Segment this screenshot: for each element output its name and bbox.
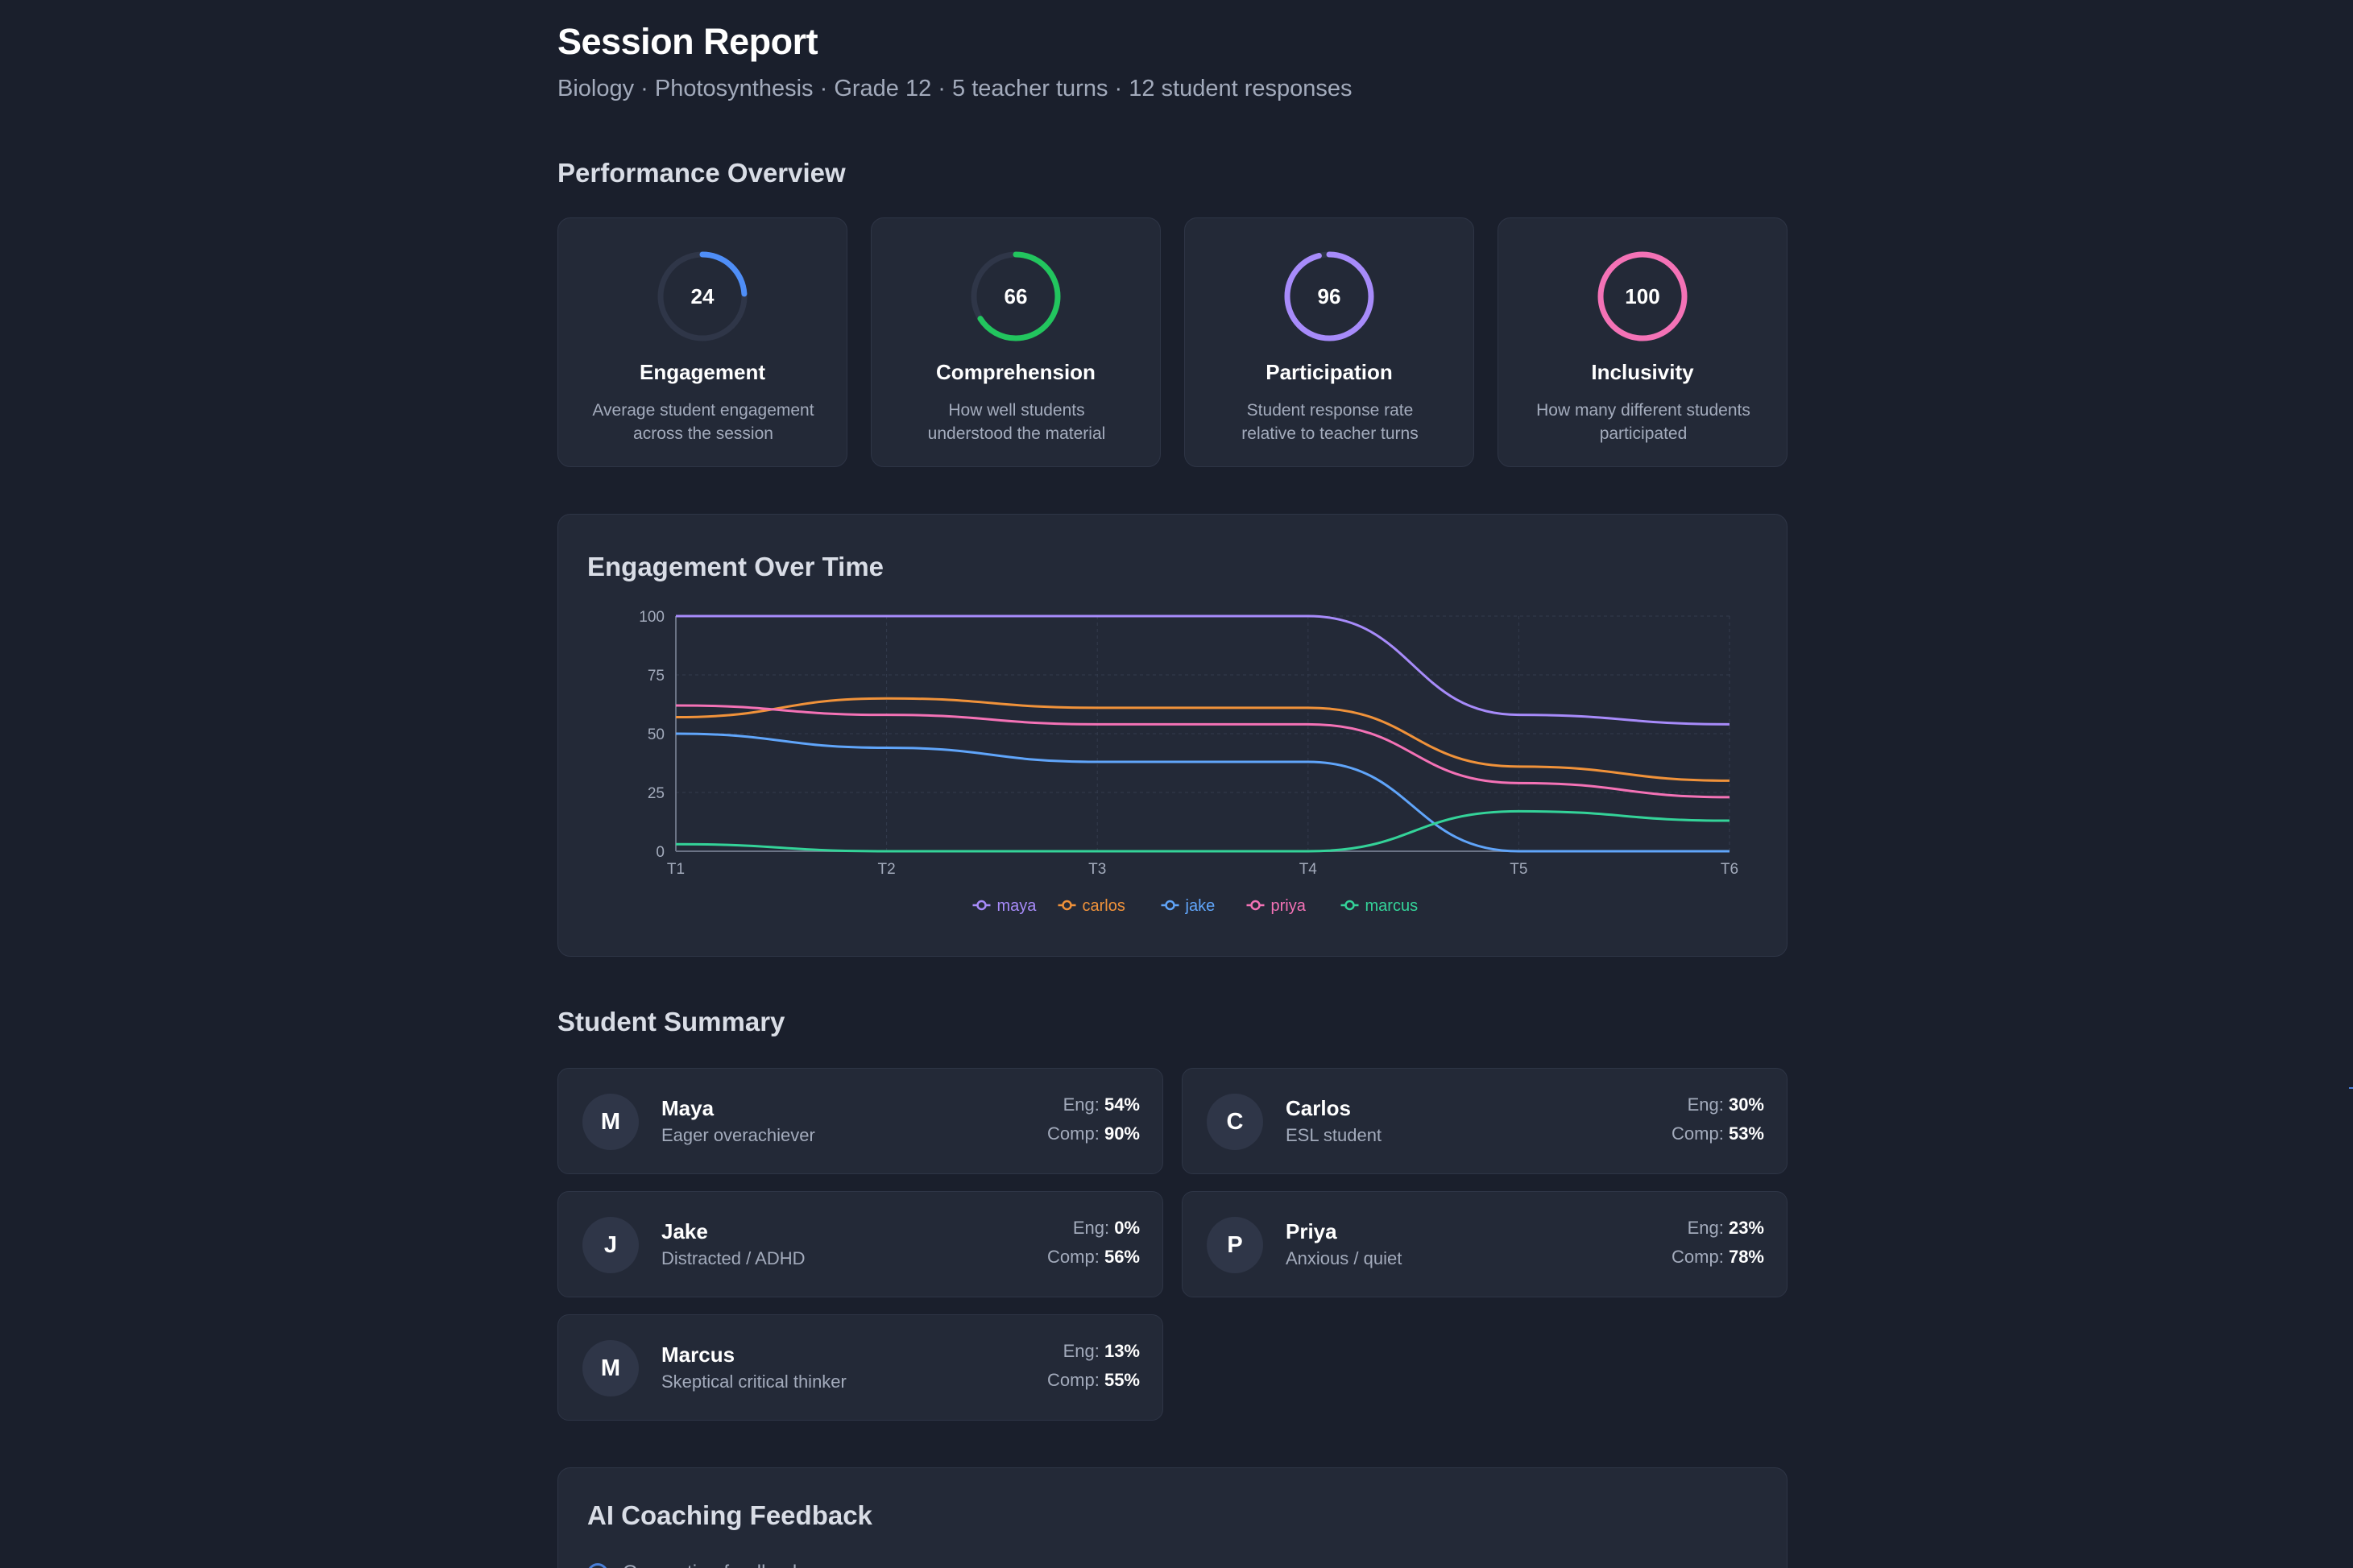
avatar: J xyxy=(582,1217,639,1273)
engagement-chart-title: Engagement Over Time xyxy=(587,552,884,581)
avatar: P xyxy=(1207,1217,1263,1273)
comprehension-gauge-arc xyxy=(971,251,1061,341)
engagement-gauge-arc xyxy=(657,251,748,341)
x-tick-label: T6 xyxy=(1721,861,1738,878)
student-name: Jake xyxy=(661,1219,708,1243)
x-tick-label: T2 xyxy=(878,861,896,878)
comprehension-stat: Comp: 78% xyxy=(1672,1247,1764,1267)
series-line-maya xyxy=(676,614,1730,726)
avatar: M xyxy=(582,1094,639,1150)
x-tick-label: T4 xyxy=(1299,861,1318,878)
participation-gauge: 96 xyxy=(1282,249,1377,344)
metric-card-participation: 96 Participation Student response rate re… xyxy=(1184,217,1474,467)
student-card-carlos[interactable]: C Carlos ESL student Eng: 30% Comp: 53% xyxy=(1182,1068,1788,1174)
student-name: Priya xyxy=(1286,1219,1337,1243)
legend-label-priya: priya xyxy=(1271,897,1307,915)
engagement-stat: Eng: 54% xyxy=(1063,1094,1140,1115)
comprehension-stat: Comp: 55% xyxy=(1047,1370,1140,1390)
y-tick-label: 100 xyxy=(639,609,665,626)
inclusivity-gauge-arc xyxy=(1597,251,1688,341)
y-tick-label: 50 xyxy=(648,726,665,743)
engagement-value: 24 xyxy=(690,284,715,308)
series-line-carlos xyxy=(675,697,1730,782)
engagement-title: Engagement xyxy=(639,360,766,384)
x-tick-label: T1 xyxy=(667,861,685,878)
comprehension-description: How well students understood the material xyxy=(927,401,1106,443)
coaching-status-text: Generating feedback... xyxy=(623,1562,818,1568)
y-tick-label: 25 xyxy=(648,785,665,802)
inclusivity-title: Inclusivity xyxy=(1591,360,1694,384)
avatar: M xyxy=(582,1340,639,1396)
legend-label-marcus: marcus xyxy=(1365,897,1419,915)
legend-label-maya: maya xyxy=(997,897,1038,915)
metric-card-inclusivity: 100 Inclusivity How many different stude… xyxy=(1498,217,1788,467)
comprehension-title: Comprehension xyxy=(936,360,1096,384)
series-line-priya xyxy=(675,704,1730,799)
student-card-marcus[interactable]: M Marcus Skeptical critical thinker Eng:… xyxy=(557,1314,1163,1421)
ai-coaching-card: AI Coaching Feedback Generating feedback… xyxy=(557,1467,1788,1568)
student-card-maya[interactable]: M Maya Eager overachiever Eng: 54% Comp:… xyxy=(557,1068,1163,1174)
metric-card-engagement: 24 Engagement Average student engagement… xyxy=(557,217,847,467)
student-name: Carlos xyxy=(1286,1096,1351,1120)
participation-description: Student response rate relative to teacher… xyxy=(1241,401,1419,443)
comprehension-value: 66 xyxy=(1004,284,1028,308)
series-line-marcus xyxy=(675,809,1730,853)
performance-overview-title: Performance Overview xyxy=(557,158,846,188)
legend-marker-marcus xyxy=(1344,900,1355,911)
participation-title: Participation xyxy=(1266,360,1393,384)
comprehension-stat: Comp: 53% xyxy=(1672,1123,1764,1144)
student-description: Skeptical critical thinker xyxy=(661,1371,847,1392)
y-tick-label: 75 xyxy=(648,668,665,685)
comprehension-stat: Comp: 90% xyxy=(1047,1123,1140,1144)
student-card-jake[interactable]: J Jake Distracted / ADHD Eng: 0% Comp: 5… xyxy=(557,1191,1163,1297)
student-description: Distracted / ADHD xyxy=(661,1248,806,1268)
student-name: Maya xyxy=(661,1096,715,1120)
engagement-stat: Eng: 13% xyxy=(1063,1341,1140,1361)
inclusivity-value: 100 xyxy=(1625,284,1660,308)
series-line-jake xyxy=(675,732,1730,853)
inclusivity-gauge: 100 xyxy=(1595,249,1690,344)
engagement-line-chart: 0 25 50 75 100 T1 T2 T3 T4 T5 T6 maya carlos jake priy… xyxy=(639,609,1738,915)
page-title: Session Report xyxy=(557,21,818,62)
legend-marker-jake xyxy=(1165,900,1175,911)
legend-marker-maya xyxy=(976,900,987,911)
inclusivity-description: How many different students participated xyxy=(1536,401,1750,443)
legend-label-carlos: carlos xyxy=(1083,897,1125,915)
participation-value: 96 xyxy=(1317,284,1341,308)
comprehension-gauge: 66 xyxy=(968,249,1063,344)
y-tick-label: 0 xyxy=(656,844,665,861)
legend-label-jake: jake xyxy=(1185,897,1216,915)
student-name: Marcus xyxy=(661,1343,735,1367)
student-summary-title: Student Summary xyxy=(557,1007,785,1036)
ai-coaching-title: AI Coaching Feedback xyxy=(587,1500,872,1530)
engagement-stat: Eng: 0% xyxy=(1072,1218,1140,1238)
engagement-chart-card: Engagement Over Time 0 25 50 75 100 T1 T2 T3 T4 T… xyxy=(557,514,1788,957)
x-tick-label: T3 xyxy=(1088,861,1106,878)
metric-card-comprehension: 66 Comprehension How well students unders… xyxy=(871,217,1161,467)
x-tick-label: T5 xyxy=(1510,861,1527,878)
legend-marker-priya xyxy=(1250,900,1261,911)
participation-gauge-arc xyxy=(1284,251,1374,341)
legend-marker-carlos xyxy=(1062,900,1072,911)
engagement-description: Average student engagement across the ses… xyxy=(592,401,814,443)
scrollbar-indicator[interactable] xyxy=(2349,1087,2353,1089)
student-card-priya[interactable]: P Priya Anxious / quiet Eng: 23% Comp: 7… xyxy=(1182,1191,1788,1297)
engagement-stat: Eng: 23% xyxy=(1687,1218,1764,1238)
student-description: Anxious / quiet xyxy=(1286,1248,1402,1268)
metric-grid: 24 Engagement Average student engagement… xyxy=(557,217,1788,469)
comprehension-stat: Comp: 56% xyxy=(1047,1247,1140,1267)
student-description: Eager overachiever xyxy=(661,1125,815,1145)
page-subtitle: Biology · Photosynthesis · Grade 12 · 5 … xyxy=(557,76,1353,101)
engagement-stat: Eng: 30% xyxy=(1687,1094,1764,1115)
avatar: C xyxy=(1207,1094,1263,1150)
engagement-gauge: 24 xyxy=(655,249,750,344)
loading-spinner-icon xyxy=(587,1563,608,1568)
student-description: ESL student xyxy=(1286,1125,1382,1145)
